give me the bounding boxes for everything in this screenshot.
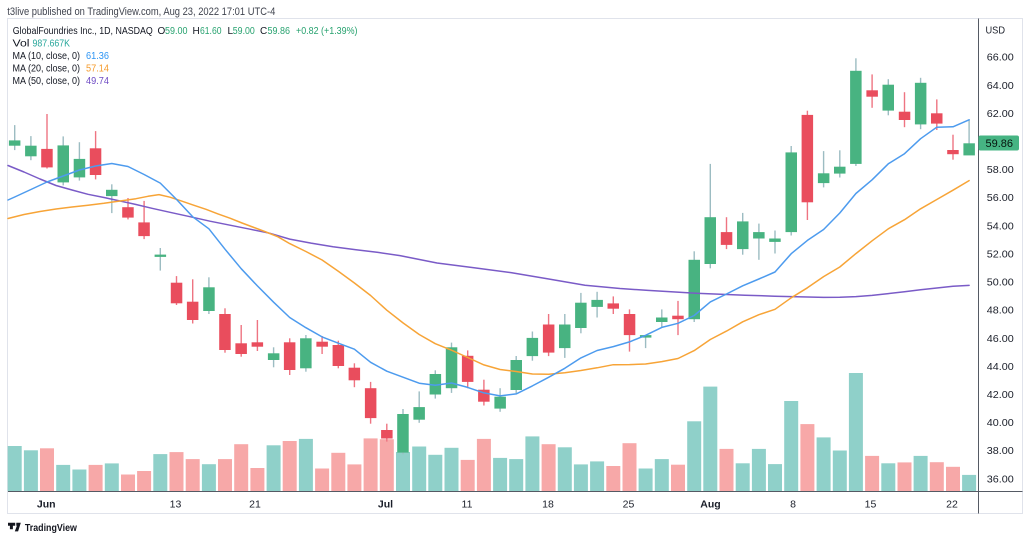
svg-text:48.00: 48.00: [987, 306, 1014, 317]
svg-text:Jul: Jul: [378, 498, 393, 510]
svg-text:8: 8: [790, 498, 796, 510]
svg-text:MA (50, close, 0): MA (50, close, 0): [13, 76, 81, 87]
svg-text:64.00: 64.00: [987, 81, 1014, 92]
svg-text:44.00: 44.00: [987, 362, 1014, 373]
svg-text:GlobalFoundries Inc., 1D, NASD: GlobalFoundries Inc., 1D, NASDAQ: [13, 26, 153, 37]
svg-text:62.00: 62.00: [987, 109, 1014, 120]
svg-text:42.00: 42.00: [987, 390, 1014, 401]
svg-text:61.60: 61.60: [200, 26, 222, 37]
svg-text:t3live published on TradingVie: t3live published on TradingView.com, Aug…: [7, 6, 275, 18]
svg-text:18: 18: [542, 498, 554, 510]
svg-text:21: 21: [249, 498, 261, 510]
svg-text:40.00: 40.00: [987, 418, 1014, 429]
svg-text:25: 25: [623, 498, 635, 510]
svg-text:59.86: 59.86: [268, 26, 291, 37]
svg-text:11: 11: [462, 498, 473, 510]
svg-text:54.00: 54.00: [987, 221, 1014, 232]
svg-text:50.00: 50.00: [987, 278, 1014, 289]
svg-text:59.00: 59.00: [165, 26, 188, 37]
svg-text:O: O: [158, 26, 166, 37]
svg-text:61.36: 61.36: [86, 51, 109, 62]
svg-text:MA (10, close, 0): MA (10, close, 0): [13, 51, 81, 62]
svg-text:15: 15: [865, 498, 877, 510]
svg-text:MA (20, close, 0): MA (20, close, 0): [13, 64, 81, 75]
svg-text:66.00: 66.00: [987, 53, 1014, 64]
svg-text:49.74: 49.74: [86, 76, 109, 87]
svg-text:L: L: [228, 26, 234, 37]
svg-text:H: H: [193, 26, 200, 37]
svg-text:52.00: 52.00: [987, 250, 1014, 261]
svg-text:USD: USD: [986, 25, 1006, 36]
svg-text:57.14: 57.14: [86, 64, 109, 75]
svg-text:13: 13: [170, 498, 182, 510]
svg-text:58.00: 58.00: [987, 165, 1014, 176]
svg-text:C: C: [260, 26, 267, 37]
svg-text:22: 22: [946, 498, 958, 510]
svg-text:46.00: 46.00: [987, 334, 1014, 345]
svg-text:38.00: 38.00: [987, 446, 1014, 457]
svg-text:Aug: Aug: [700, 498, 720, 510]
svg-text:Jun: Jun: [37, 498, 56, 510]
svg-text:TradingView: TradingView: [25, 522, 78, 534]
svg-text:59.86: 59.86: [986, 138, 1014, 150]
svg-text:987.667K: 987.667K: [33, 39, 71, 50]
svg-text:Vol: Vol: [13, 39, 30, 50]
svg-text:56.00: 56.00: [987, 193, 1014, 204]
svg-text:36.00: 36.00: [987, 474, 1014, 485]
svg-text:+0.82 (+1.39%): +0.82 (+1.39%): [296, 26, 358, 37]
svg-text:59.00: 59.00: [233, 26, 255, 37]
